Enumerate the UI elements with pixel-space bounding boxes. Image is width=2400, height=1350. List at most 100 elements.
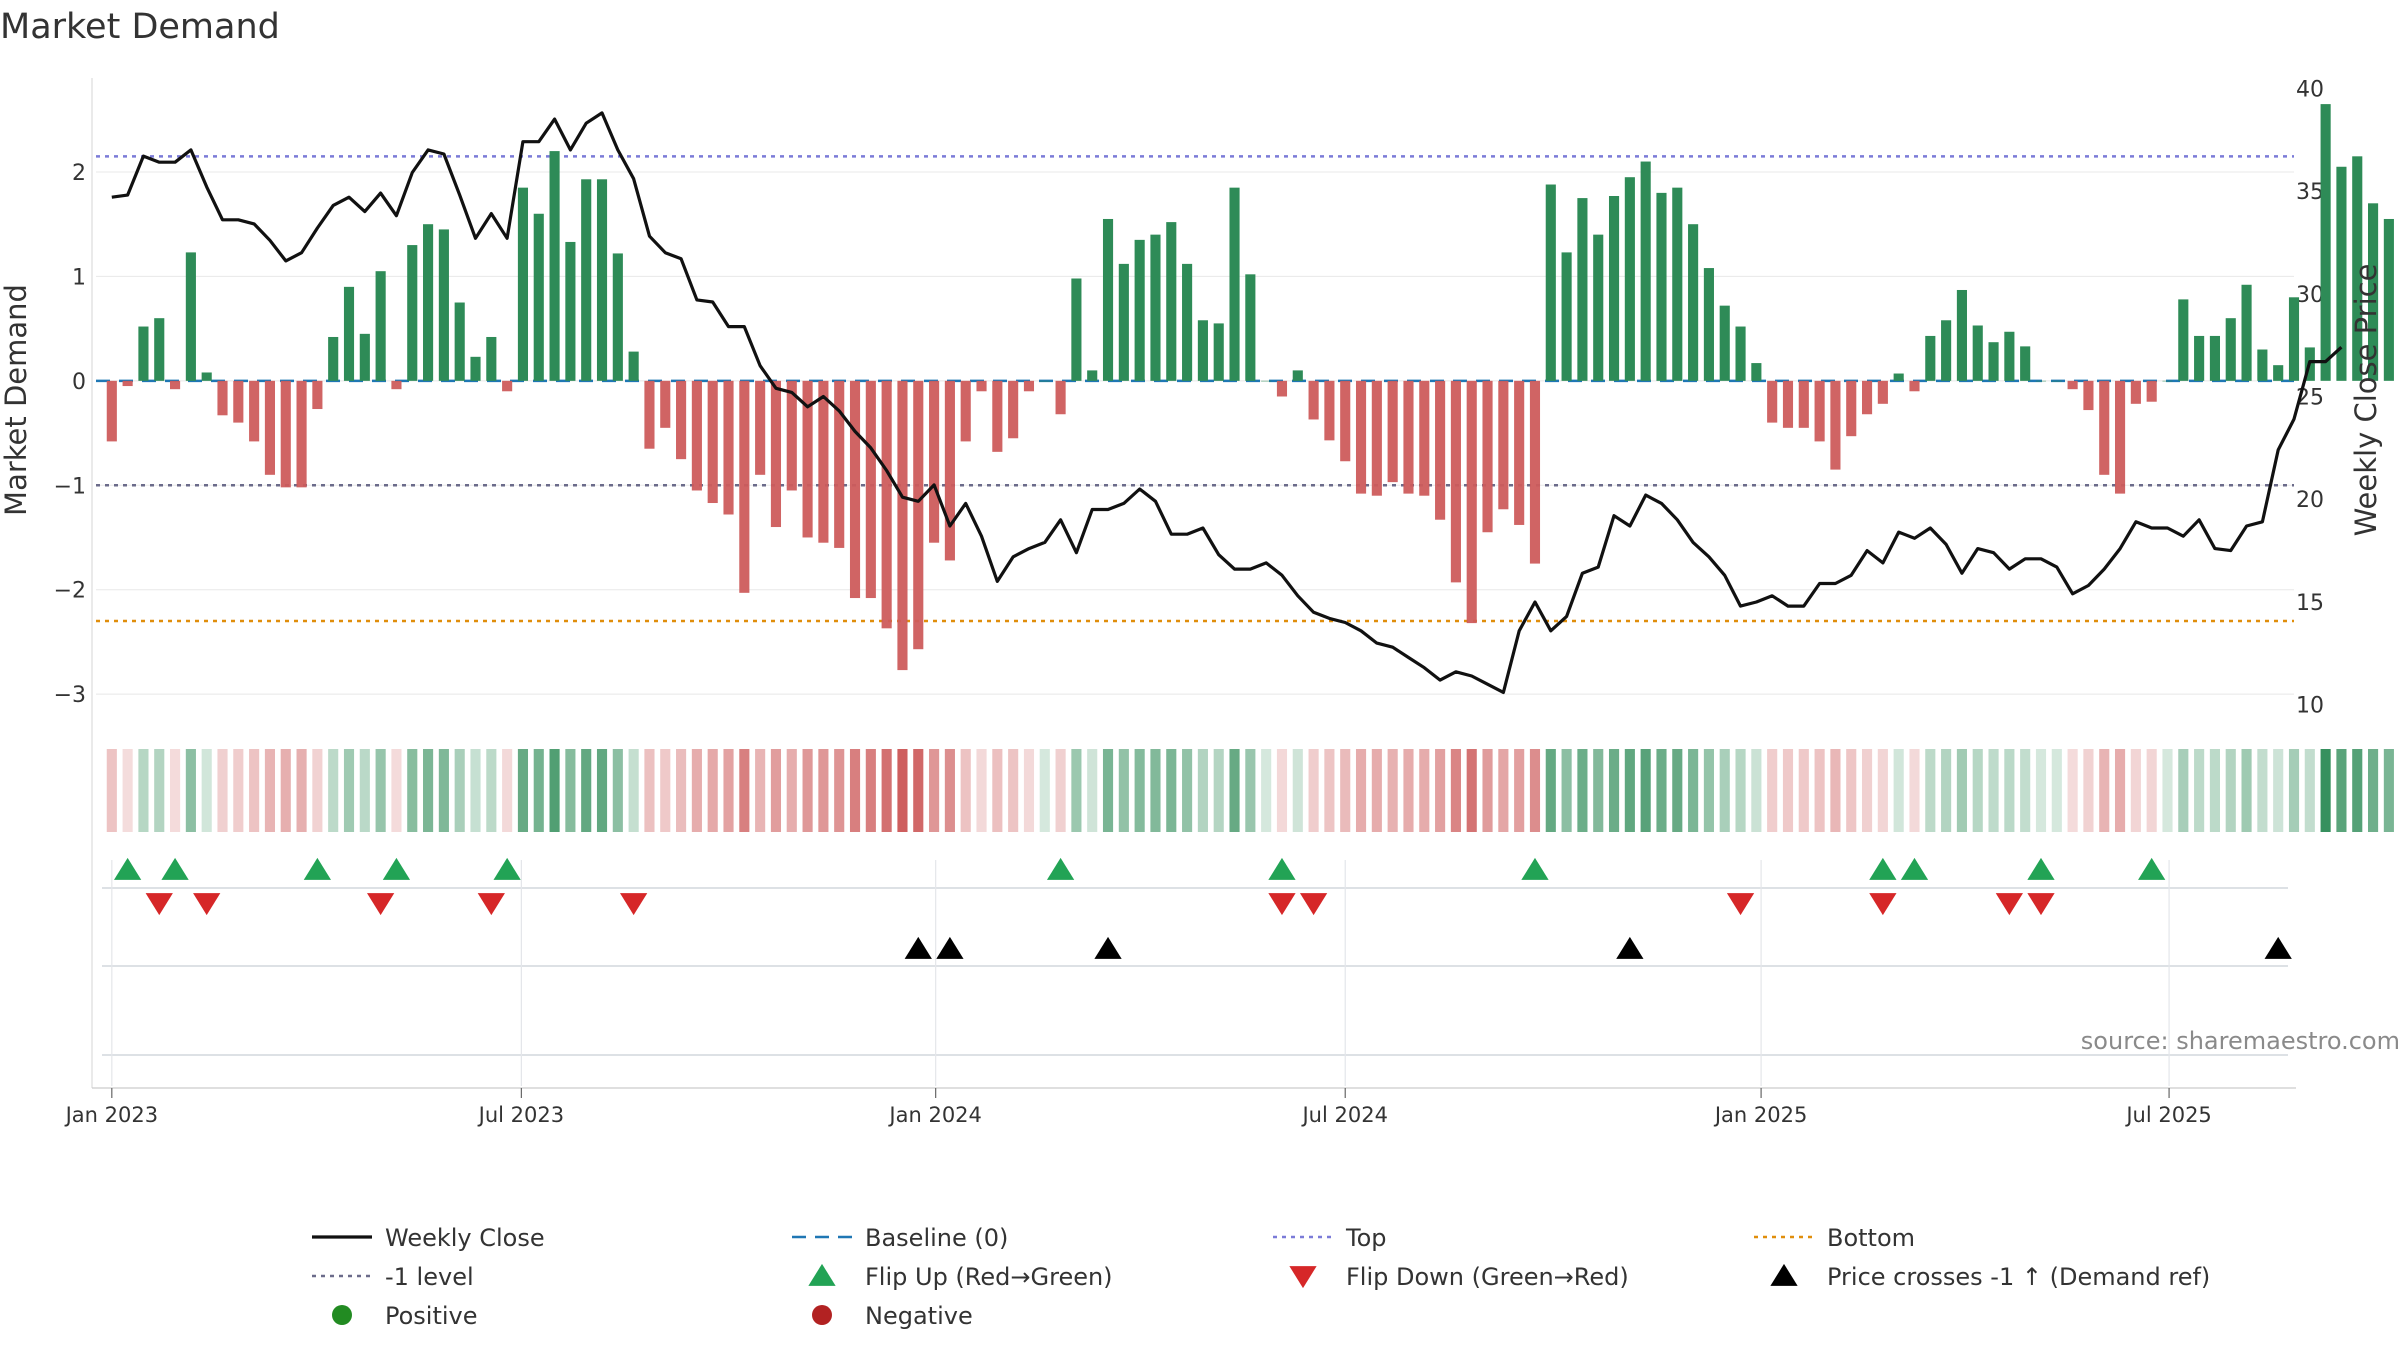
marker-rows bbox=[102, 857, 2292, 1056]
demand-bar bbox=[992, 380, 1003, 452]
weekly-close-line bbox=[111, 111, 2343, 695]
flip-down-marker bbox=[1869, 893, 1897, 916]
demand-bar bbox=[1767, 380, 1778, 423]
demand-bar bbox=[1798, 380, 1809, 428]
demand-bar bbox=[2352, 156, 2363, 381]
demand-bar bbox=[1893, 373, 1904, 381]
y-tick-left: −3 bbox=[54, 683, 86, 708]
heat-cell bbox=[1751, 749, 1762, 832]
flip-down-marker bbox=[620, 893, 648, 916]
heat-cell bbox=[2162, 749, 2173, 832]
demand-bar bbox=[1182, 263, 1193, 381]
demand-bar bbox=[2225, 318, 2236, 381]
demand-bar bbox=[201, 372, 212, 381]
demand-bar bbox=[802, 380, 813, 538]
heat-cell bbox=[1197, 749, 1208, 832]
heat-cell bbox=[2209, 749, 2220, 832]
demand-bar bbox=[913, 380, 924, 650]
demand-bar bbox=[1245, 274, 1256, 381]
heat-cell bbox=[1435, 749, 1446, 832]
y-tick-right: 40 bbox=[2296, 77, 2324, 102]
heat-cell bbox=[1150, 749, 1161, 832]
heat-cell bbox=[502, 749, 513, 832]
heat-cell bbox=[1893, 749, 1904, 832]
heat-cell bbox=[1450, 749, 1461, 832]
demand-bar bbox=[1419, 380, 1430, 496]
legend-label: Top bbox=[1345, 1224, 1387, 1252]
demand-bar bbox=[1656, 192, 1667, 381]
heat-cell bbox=[723, 749, 734, 832]
heat-cell bbox=[865, 749, 876, 832]
heat-cell bbox=[486, 749, 497, 832]
demand-bar bbox=[691, 380, 702, 491]
demand-bar bbox=[1925, 335, 1936, 381]
legend-swatch-down-triangle bbox=[1289, 1266, 1317, 1289]
heat-cell bbox=[2257, 749, 2268, 832]
demand-bar bbox=[707, 380, 718, 504]
y-axis-left-label: Market Demand bbox=[0, 284, 33, 516]
demand-bar bbox=[1735, 326, 1746, 381]
demand-bar bbox=[328, 336, 339, 381]
heat-cell bbox=[2035, 749, 2047, 832]
demand-bar bbox=[2288, 297, 2300, 381]
demand-bar bbox=[138, 326, 149, 381]
heat-cell bbox=[976, 749, 987, 832]
demand-bar bbox=[1166, 222, 1177, 381]
demand-bar bbox=[1846, 380, 1857, 437]
demand-bar bbox=[1039, 380, 1050, 382]
demand-bar bbox=[929, 380, 940, 543]
heat-cell bbox=[359, 749, 370, 832]
heat-cell bbox=[1672, 749, 1683, 832]
heat-cell bbox=[375, 749, 386, 832]
demand-bar bbox=[1213, 323, 1224, 381]
demand-bar bbox=[1624, 177, 1635, 381]
demand-bar bbox=[834, 380, 845, 548]
heat-cell bbox=[596, 749, 608, 832]
heat-cell bbox=[1703, 749, 1714, 832]
flip-down-marker bbox=[145, 893, 173, 916]
x-tick-label: Jul 2024 bbox=[1300, 1103, 1387, 1127]
demand-bar bbox=[423, 224, 434, 381]
flip-up-marker bbox=[2027, 857, 2055, 880]
heat-cell bbox=[913, 749, 924, 832]
demand-bar bbox=[1861, 380, 1873, 415]
heat-cell bbox=[818, 749, 829, 832]
heat-cell bbox=[1941, 749, 1952, 832]
demand-bar bbox=[2178, 299, 2189, 381]
heat-cell bbox=[676, 749, 687, 832]
demand-bar bbox=[1134, 239, 1145, 381]
demand-bar bbox=[1703, 268, 1714, 381]
heat-cell bbox=[739, 749, 750, 832]
demand-bar bbox=[1071, 278, 1082, 381]
demand-bar bbox=[944, 380, 955, 561]
flip-down-marker bbox=[1268, 893, 1296, 916]
legend-label: Weekly Close bbox=[385, 1224, 545, 1252]
heat-cell bbox=[770, 749, 782, 832]
demand-bar bbox=[533, 213, 544, 381]
heat-cell bbox=[1023, 749, 1035, 832]
heat-cell bbox=[1861, 749, 1873, 832]
demand-bar bbox=[1719, 305, 1730, 381]
heat-cell bbox=[138, 749, 149, 832]
heat-cell bbox=[1529, 749, 1541, 832]
demand-bar bbox=[581, 179, 592, 381]
heat-cell bbox=[1608, 749, 1620, 832]
heat-cell bbox=[1387, 749, 1398, 832]
heat-cell bbox=[2178, 749, 2189, 832]
demand-bar bbox=[2162, 380, 2173, 382]
heat-cell bbox=[929, 749, 940, 832]
demand-bar bbox=[628, 351, 639, 381]
heat-cell bbox=[1846, 749, 1857, 832]
flip-down-marker bbox=[1299, 893, 1328, 916]
heat-cell bbox=[1134, 749, 1145, 832]
heat-cell bbox=[1735, 749, 1746, 832]
heat-cell bbox=[1087, 749, 1098, 832]
demand-bar bbox=[264, 380, 276, 475]
heat-cell bbox=[1419, 749, 1430, 832]
heat-cell bbox=[2099, 749, 2110, 832]
flip-up-marker bbox=[303, 857, 332, 880]
demand-bar bbox=[1529, 380, 1541, 564]
y-tick-right: 15 bbox=[2296, 591, 2324, 616]
demand-bar bbox=[960, 380, 971, 442]
